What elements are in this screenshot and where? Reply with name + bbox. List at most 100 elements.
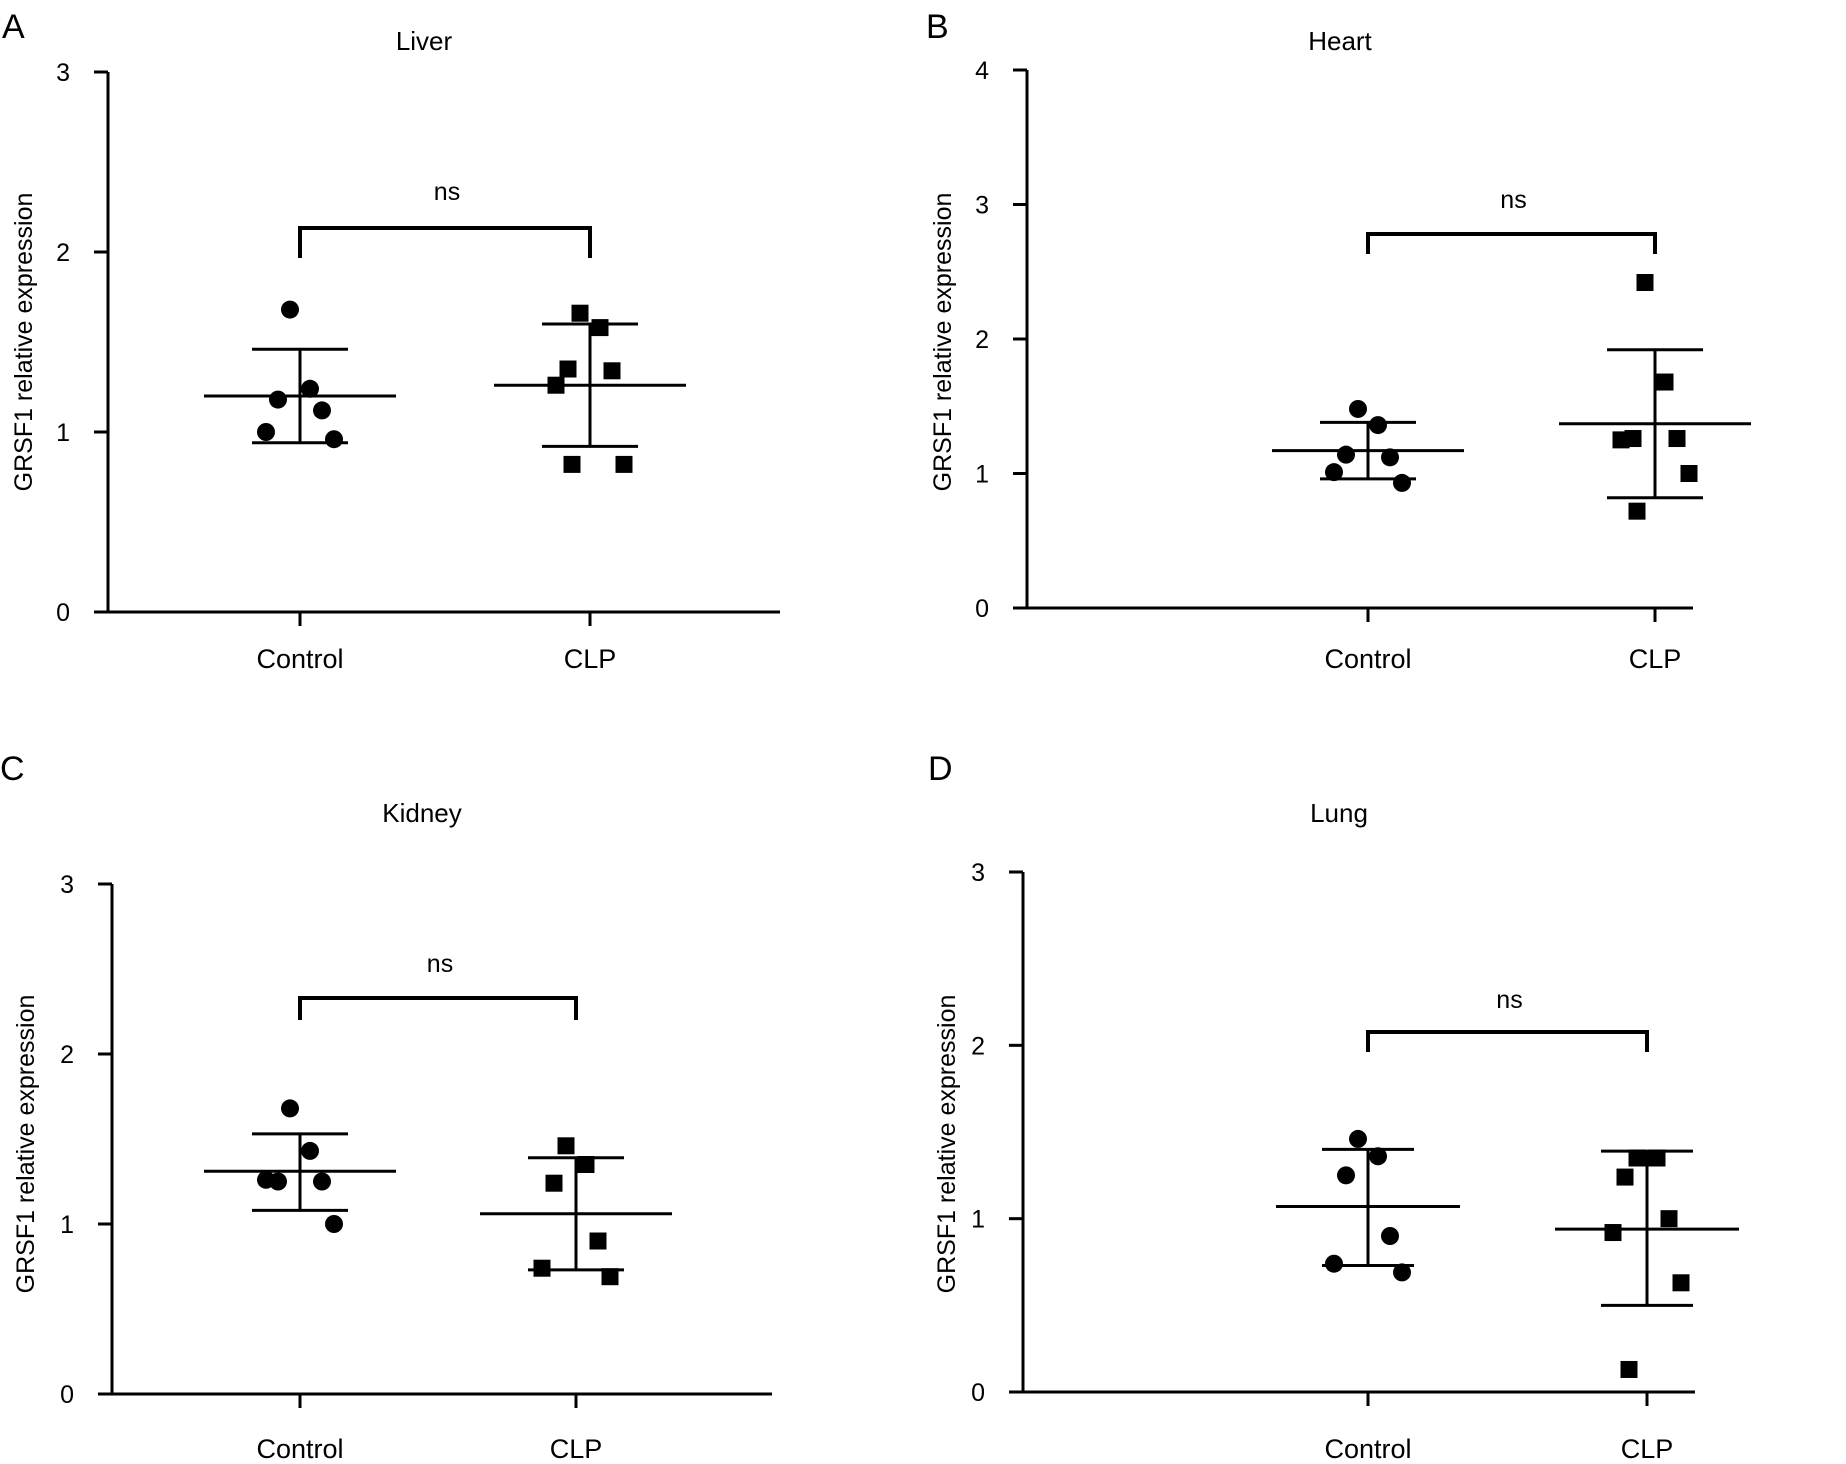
significance-label: ns [427,950,453,978]
y-tick-label: 2 [975,326,989,354]
significance-label: ns [434,178,460,206]
data-point-circle [313,1172,331,1191]
data-point-circle [1381,448,1399,467]
x-category-label: Control [1324,1434,1411,1464]
panel-letter: C [0,750,25,788]
y-tick-label: 1 [60,1211,74,1239]
y-tick-label: 0 [975,595,989,623]
data-point-square [1672,1274,1690,1292]
data-point-circle [1325,1254,1343,1273]
panel-c: C Kidney GRSF1 relative expression 0 1 2 3 Cont… [0,732,923,1464]
data-point-square [1648,1149,1666,1167]
data-point-square [1680,465,1698,482]
panel-letter: D [928,750,953,788]
data-point-square [591,319,609,337]
y-tick-label: 1 [975,461,989,489]
chart-title: Lung [1310,798,1368,828]
data-point-circle [269,390,287,409]
data-point-circle [1349,399,1367,418]
data-point-circle [325,1215,343,1233]
data-point-circle [257,423,275,441]
data-point-square [601,1268,619,1286]
data-point-circle [1393,473,1411,492]
chart-title: Heart [1308,26,1372,56]
y-axis-label: GRSF1 relative expression [929,193,957,492]
chart-title: Kidney [382,798,462,828]
y-tick-label: 3 [60,871,74,899]
data-point-square [589,1232,607,1250]
chart-a: A Liver GRSF1 relative expression 0 1 2 3 Contr… [2,8,780,674]
x-category-label: Control [1324,644,1411,674]
data-point-square [1628,1149,1646,1167]
y-axis-label: GRSF1 relative expression [10,193,38,492]
y-tick-label: 0 [60,1381,74,1409]
y-tick-label: 3 [56,59,70,87]
significance-bracket [1366,1030,1649,1052]
data-point-square [533,1259,551,1277]
data-point-square [1612,431,1630,449]
panel-b: B Heart GRSF1 relative expression 0 1 2 3 4 Cont… [923,0,1846,732]
y-tick-label: 1 [56,419,70,447]
significance-label: ns [1496,986,1522,1014]
panel-letter: B [926,8,949,46]
data-point-circle [281,300,299,319]
data-point-square [547,376,565,394]
data-point-circle [281,1099,299,1118]
y-tick-label: 4 [975,57,989,85]
x-category-label: Control [256,644,343,674]
significance-label: ns [1500,186,1526,214]
x-category-label: CLP [550,1434,603,1464]
data-point-circle [257,1170,275,1189]
data-point-square [1616,1168,1634,1186]
significance-bracket [1366,232,1657,254]
chart-b: B Heart GRSF1 relative expression 0 1 2 3 4 Cont… [926,8,1751,674]
panel-letter: A [2,8,25,46]
panel-a: A Liver GRSF1 relative expression 0 1 2 3 Contr… [0,0,923,732]
data-point-circle [313,401,331,420]
significance-bracket [298,226,592,258]
data-point-circle [1381,1227,1399,1245]
data-point-square [577,1156,595,1173]
y-tick-label: 3 [975,192,989,220]
panel-d: D Lung GRSF1 relative expression 0 1 2 3 Contro… [923,732,1846,1464]
x-category-label: CLP [564,644,617,674]
data-point-square [1620,1360,1638,1378]
data-point-square [603,362,621,380]
y-axis-label: GRSF1 relative expression [933,995,961,1294]
data-point-square [571,304,589,322]
y-tick-label: 1 [971,1206,985,1234]
x-category-label: Control [256,1434,343,1464]
data-point-square [1660,1210,1678,1228]
data-point-circle [1337,1166,1355,1185]
data-point-circle [1393,1263,1411,1282]
y-tick-label: 2 [60,1041,74,1069]
y-tick-label: 2 [56,239,70,267]
data-point-square [1656,373,1674,391]
data-point-circle [1369,1147,1387,1166]
data-point-square [1668,430,1686,448]
data-point-circle [301,1141,319,1160]
data-point-square [557,1137,575,1155]
y-axis-label: GRSF1 relative expression [12,995,40,1294]
data-point-circle [1325,463,1343,482]
x-category-label: CLP [1629,644,1682,674]
chart-title: Liver [396,26,453,56]
data-point-square [615,455,633,473]
y-tick-label: 2 [971,1032,985,1060]
data-point-square [1636,274,1654,292]
data-point-square [1628,502,1646,520]
y-tick-label: 0 [56,599,70,627]
data-point-circle [301,379,319,398]
data-point-square [1604,1224,1622,1242]
data-point-circle [1349,1129,1367,1148]
y-tick-label: 0 [971,1379,985,1407]
chart-d: D Lung GRSF1 relative expression 0 1 2 3 Contro… [928,750,1739,1464]
x-category-label: CLP [1621,1434,1674,1464]
data-point-square [559,360,577,378]
data-point-circle [325,430,343,449]
data-point-circle [1337,445,1355,464]
data-point-circle [1369,416,1387,435]
chart-c: C Kidney GRSF1 relative expression 0 1 2 3 Cont… [0,750,772,1464]
y-tick-label: 3 [971,859,985,887]
data-point-square [563,455,581,473]
